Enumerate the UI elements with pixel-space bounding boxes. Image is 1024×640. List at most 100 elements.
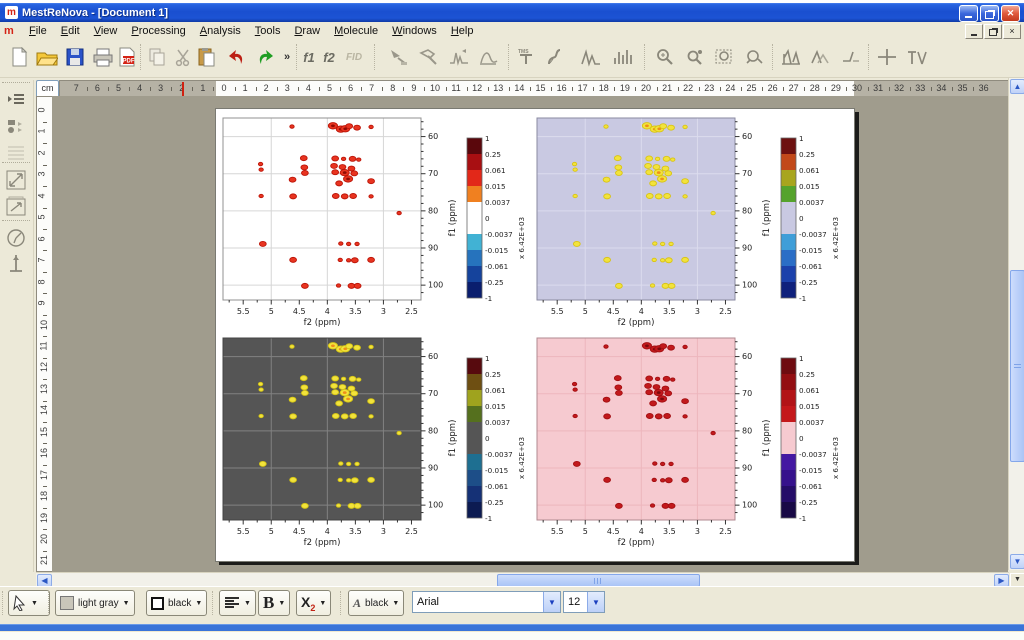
subscript-button[interactable]: X2 ▼ [296,590,332,616]
tables-panel-button[interactable] [3,140,29,164]
alignment-dropdown[interactable]: ▼ [219,590,256,616]
restore-button[interactable] [980,5,999,22]
combo-arrow-icon[interactable]: ▼ [587,592,604,612]
scroll-down-button[interactable]: ▼ [1010,554,1024,569]
zoom-region-button[interactable] [712,43,738,71]
font-color-dropdown[interactable]: A black ▼ [348,590,405,616]
copy-button[interactable] [144,43,170,71]
selection-tool-button[interactable]: ▼ [8,590,50,616]
undo-button[interactable] [224,43,250,71]
redo-button[interactable] [252,43,278,71]
flag-pointer-icon [391,50,407,65]
svg-text:80: 80 [742,206,752,215]
menu-item-analysis[interactable]: Analysis [199,24,241,37]
fid-button[interactable]: FID [345,51,363,63]
nmr-contour-plot-3[interactable]: 5.5 5 4.5 4 3.5 3 2.5 f2 (ppm) 60 70 80 90 100 1 0.25 0… [215,330,535,556]
title-bar[interactable]: m MestReNova - [Document 1] ✕ [0,3,1024,22]
paste-button[interactable] [194,43,220,71]
mdi-minimize-button[interactable] [965,24,983,39]
fit-to-width-button[interactable] [3,168,29,192]
ruler-number: 14 [39,405,50,416]
cut-button[interactable] [170,43,196,71]
ruler-number: 16 [39,448,50,459]
left-toolbar [0,80,34,572]
menu-item-tools[interactable]: Tools [254,24,281,37]
combo-arrow-icon[interactable]: ▼ [543,592,560,612]
menu-item-processing[interactable]: Processing [131,24,186,37]
nmr-contour-plot-4[interactable]: 5.5 5 4.5 4 3.5 3 2.5 f2 (ppm) 60 70 80 90 100 1 0.25 0… [529,330,849,556]
ruler-tick [43,486,47,488]
pdf-export-button[interactable]: PDF [114,43,140,71]
ruler-tick [487,87,489,91]
menu-item-molecule[interactable]: Molecule [334,24,379,37]
vertical-scroll-thumb[interactable] [1010,270,1024,462]
zoom-out-button[interactable] [682,43,708,71]
fill-color-dropdown[interactable]: light gray ▼ [55,590,135,616]
menu-item-windows[interactable]: Windows [392,24,437,37]
f1-mode-button[interactable]: f1 [303,49,315,65]
line-color-dropdown[interactable]: black ▼ [146,590,208,616]
baseline-correction-button[interactable] [446,43,472,71]
mdi-close-button[interactable]: × [1003,24,1021,39]
full-view-button[interactable] [742,43,768,71]
apodization-button[interactable] [476,43,502,71]
properties-panel-button[interactable] [3,114,29,138]
font-size-combo[interactable]: 12 ▼ [563,591,605,613]
scroll-up-button[interactable]: ▲ [1010,79,1024,94]
bins-button[interactable] [904,43,930,71]
font-size-value: 12 [568,596,581,608]
ruler-number: 32 [894,83,905,93]
ruler-tick [213,87,215,91]
peak-wave-icon [450,49,468,66]
crosshair-button[interactable] [874,43,900,71]
open-button[interactable] [34,43,60,71]
menu-item-view[interactable]: View [93,24,118,37]
minimize-button[interactable] [959,5,978,22]
fit-to-page-button[interactable] [3,194,29,218]
new-document-button[interactable] [6,43,32,71]
auto-processing-button[interactable] [386,43,412,71]
svg-text:0: 0 [799,214,804,223]
print-button[interactable] [90,43,116,71]
close-button[interactable]: ✕ [1001,5,1020,22]
reference-tms-button[interactable]: TMS [514,43,540,71]
superimpose-button[interactable] [808,43,834,71]
pages-panel-button[interactable] [3,88,29,112]
document-canvas[interactable]: 5.5 5 4.5 4 3.5 3 2.5 f2 (ppm) 60 70 80 90 100 1 0.25 0… [52,96,1008,572]
svg-text:x 6.42E+03: x 6.42E+03 [517,437,526,479]
save-floppy-icon [66,48,84,66]
stack-spectra-button[interactable] [778,43,804,71]
vertical-scrollbar[interactable]: ▲ ▼ [1008,78,1024,570]
fill-color-label: light gray [78,597,119,609]
peak-picking-button[interactable] [578,43,604,71]
arrange-button[interactable] [838,43,864,71]
multiplet-analysis-button[interactable] [610,43,636,71]
bold-button[interactable]: B ▼ [258,590,291,616]
ruler-number: 6 [348,83,354,93]
menu-item-draw[interactable]: Draw [294,24,321,37]
horizontal-scrollbar[interactable]: ◀ ▶ [36,572,1009,587]
compass-tool-button[interactable] [3,226,29,250]
menu-item-file[interactable]: File [29,24,47,37]
zoom-in-button[interactable] [652,43,678,71]
phase-correction-button[interactable] [416,43,442,71]
save-button[interactable] [62,43,88,71]
f2-mode-button[interactable]: f2 [323,49,335,65]
vertical-scale-button[interactable] [3,252,29,276]
ruler-number: 21 [39,555,50,566]
font-family-combo[interactable]: Arial ▼ [412,591,561,613]
ruler-number: 21 [662,83,673,93]
svg-text:0.25: 0.25 [485,370,501,379]
integration-button[interactable] [544,43,570,71]
svg-text:3: 3 [381,527,386,536]
nmr-contour-plot-2[interactable]: 5.5 5 4.5 4 3.5 3 2.5 f2 (ppm) 60 70 80 90 100 1 0.25 0… [529,110,849,336]
menu-item-help[interactable]: Help [450,24,474,37]
toolbar-overflow-button[interactable]: » [283,51,291,63]
ruler-number: 12 [39,362,50,373]
mdi-restore-button[interactable] [984,24,1002,39]
menu-item-edit[interactable]: Edit [60,24,80,37]
ruler-tick [192,87,194,91]
line-color-swatch [151,596,164,610]
nmr-contour-plot-1[interactable]: 5.5 5 4.5 4 3.5 3 2.5 f2 (ppm) 60 70 80 90 100 1 0.25 0… [215,110,535,336]
svg-text:TMS: TMS [518,49,529,55]
